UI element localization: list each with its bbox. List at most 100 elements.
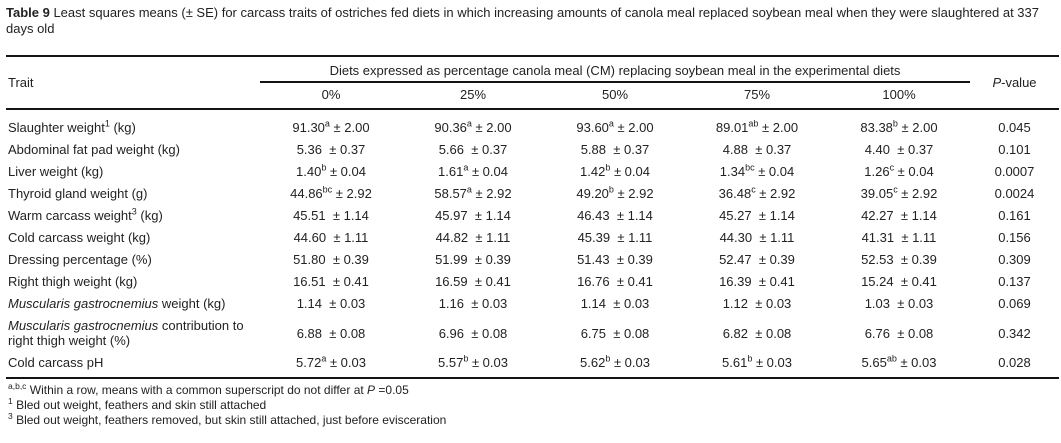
text-segment: Warm carcass weight: [8, 208, 132, 223]
superscript: b: [321, 162, 327, 173]
mean-value: 5.61: [722, 355, 748, 370]
mean-value: 51.43: [577, 252, 610, 267]
trait-cell: Cold carcass pH: [6, 351, 260, 378]
plus-minus-se: ± 0.03: [752, 355, 792, 370]
plus-minus-se: ± 2.00: [471, 120, 512, 135]
plus-minus-se: ± 0.03: [326, 355, 366, 370]
superscript: b: [605, 353, 611, 364]
mean-se-cell: 16.51 ± 0.41: [260, 270, 402, 292]
table-row: Muscularis gastrocnemius contribution to…: [6, 314, 1059, 351]
text-segment: contribution to right thigh weight (%): [8, 318, 244, 348]
superscript: 3: [8, 411, 13, 421]
text-segment: weight (kg): [158, 296, 226, 311]
superscript: a: [608, 118, 614, 129]
text-segment: Right thigh weight (kg): [8, 274, 138, 289]
mean-value: 1.03: [864, 296, 891, 311]
mean-value: 51.80: [293, 252, 326, 267]
mean-value: 6.76: [864, 325, 891, 341]
text-segment: =0.05: [375, 383, 409, 397]
pvalue-cell: 0.101: [998, 142, 1031, 157]
plus-minus-se: ± 1.11: [752, 230, 795, 245]
mean-se-cell: 42.27 ± 1.14: [828, 204, 970, 226]
mean-se-cell: 1.42b ± 0.04: [544, 160, 686, 182]
mean-se-cell: 39.05c ± 2.92: [828, 182, 970, 204]
plus-minus-se: ± 0.03: [464, 296, 508, 311]
pvalue-cell: 0.0007: [994, 164, 1035, 179]
plus-minus-se: ± 1.14: [609, 208, 653, 223]
col-header-percent: 25%: [402, 82, 544, 110]
mean-value: 52.53: [861, 252, 894, 267]
mean-se-cell: 1.03 ± 0.03: [828, 292, 970, 314]
pvalue-cell: 0.045: [998, 120, 1031, 135]
mean-se-cell: 5.66 ± 0.37: [402, 138, 544, 160]
text-segment: Slaughter weight: [8, 120, 105, 135]
mean-se-cell: 44.30 ± 1.11: [686, 226, 828, 248]
trait-cell: Cold carcass weight (kg): [6, 226, 260, 248]
col-header-percent: 75%: [686, 82, 828, 110]
plus-minus-se: ± 0.41: [325, 274, 369, 289]
plus-minus-se: ± 2.00: [897, 120, 938, 135]
mean-value: 1.14: [580, 296, 607, 311]
plus-minus-se: ± 0.08: [748, 325, 792, 341]
plus-minus-se: ± 2.92: [755, 186, 796, 201]
table-caption-label: Table 9: [6, 5, 50, 20]
trait-cell: Warm carcass weight3 (kg): [6, 204, 260, 226]
mean-value: 44.86: [290, 186, 323, 201]
pvalue-cell: 0.161: [998, 208, 1031, 223]
mean-se-cell: 52.47 ± 0.39: [686, 248, 828, 270]
plus-minus-se: ± 0.39: [467, 252, 511, 267]
mean-value: 1.61: [438, 164, 464, 179]
col-header-pvalue: P-value: [970, 56, 1059, 110]
plus-minus-se: ± 0.39: [609, 252, 653, 267]
mean-value: 16.51: [293, 274, 326, 289]
superscript: bc: [745, 162, 755, 173]
table-row: Warm carcass weight3 (kg) 45.51 ± 1.14 45.…: [6, 204, 1059, 226]
mean-se-cell: 36.48c ± 2.92: [686, 182, 828, 204]
mean-se-cell: 6.75 ± 0.08: [544, 314, 686, 351]
plus-minus-se: ± 0.03: [748, 296, 792, 311]
mean-se-cell: 91.30a ± 2.00: [260, 109, 402, 138]
mean-value: 6.88: [296, 325, 323, 341]
mean-se-cell: 1.16 ± 0.03: [402, 292, 544, 314]
table-row: Cold carcass pH 5.72a ± 0.03 5.57b ± 0.03 5…: [6, 351, 1059, 378]
superscript: a,b,c: [8, 381, 27, 391]
mean-se-cell: 4.40 ± 0.37: [828, 138, 970, 160]
superscript: a: [466, 184, 472, 195]
pvalue-cell: 0.309: [998, 252, 1031, 267]
footnote: 3 Bled out weight, feathers removed, but…: [8, 411, 1057, 428]
mean-value: 45.39: [577, 230, 611, 245]
col-header-percent: 50%: [544, 82, 686, 110]
mean-value: 1.12: [722, 296, 749, 311]
plus-minus-se: ± 0.37: [464, 142, 508, 157]
mean-se-cell: 45.39 ± 1.11: [544, 226, 686, 248]
mean-se-cell: 51.99 ± 0.39: [402, 248, 544, 270]
text-segment: Bled out weight, feathers removed, but s…: [12, 413, 447, 427]
plus-minus-se: ± 0.41: [609, 274, 653, 289]
table-row: Abdominal fat pad weight (kg) 5.36 ± 0.37…: [6, 138, 1059, 160]
mean-se-cell: 89.01ab ± 2.00: [686, 109, 828, 138]
mean-se-cell: 49.20b ± 2.92: [544, 182, 686, 204]
superscript: b: [605, 162, 611, 173]
mean-se-cell: 16.59 ± 0.41: [402, 270, 544, 292]
plus-minus-se: ± 2.00: [613, 120, 654, 135]
mean-value: 45.27: [719, 208, 752, 223]
table-caption-text: Least squares means (± SE) for carcass t…: [6, 5, 1039, 36]
mean-value: 91.30: [292, 120, 325, 135]
italic-text: Muscularis gastrocnemius: [8, 318, 159, 333]
mean-value: 5.36: [296, 142, 323, 157]
plus-minus-se: ± 0.04: [754, 164, 795, 179]
mean-se-cell: 6.88 ± 0.08: [260, 314, 402, 351]
mean-value: 41.31: [861, 230, 895, 245]
plus-minus-se: ± 0.41: [893, 274, 937, 289]
superscript: c: [889, 162, 895, 173]
plus-minus-se: ± 0.37: [748, 142, 792, 157]
mean-se-cell: 5.57b ± 0.03: [402, 351, 544, 378]
superscript: c: [893, 184, 898, 195]
plus-minus-se: ± 0.37: [322, 142, 366, 157]
trait-cell: Liver weight (kg): [6, 160, 260, 182]
trait-cell: Abdominal fat pad weight (kg): [6, 138, 260, 160]
text-segment: Cold carcass pH: [8, 355, 104, 370]
mean-se-cell: 5.36 ± 0.37: [260, 138, 402, 160]
pvalue-cell: 0.0024: [994, 186, 1035, 201]
pvalue-cell: 0.156: [998, 230, 1031, 245]
